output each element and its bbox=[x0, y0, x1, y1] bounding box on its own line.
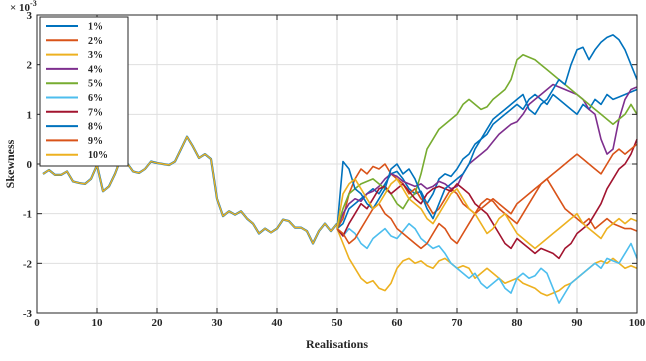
legend-label: 6% bbox=[88, 93, 103, 104]
y-tick-label: 3 bbox=[27, 10, 33, 22]
y-tick-label: 0 bbox=[27, 159, 33, 171]
y-tick-label: -1 bbox=[23, 209, 32, 221]
x-tick-label: 80 bbox=[512, 317, 524, 329]
y-axis-exponent: × 10-3 bbox=[10, 0, 37, 14]
y-tick-label: 1 bbox=[27, 109, 33, 121]
y-tick-label: 2 bbox=[27, 60, 33, 72]
series-line-9pct bbox=[336, 143, 638, 250]
legend-label: 9% bbox=[88, 136, 103, 147]
series-line-8pct bbox=[336, 34, 638, 229]
series-line-3pct bbox=[336, 228, 638, 297]
x-tick-label: 100 bbox=[629, 317, 646, 329]
x-tick-label: 10 bbox=[92, 317, 104, 329]
series-line-4pct bbox=[336, 83, 638, 229]
legend-label: 10% bbox=[88, 150, 108, 161]
series-line-6pct bbox=[336, 222, 638, 304]
legend-label: 7% bbox=[88, 107, 103, 118]
legend-label: 8% bbox=[88, 122, 103, 133]
legend-label: 1% bbox=[88, 22, 103, 33]
legend-label: 4% bbox=[88, 64, 103, 75]
series-line-10pct bbox=[336, 178, 638, 250]
x-tick-label: 70 bbox=[452, 317, 464, 329]
y-axis-title: Skewness bbox=[3, 139, 17, 188]
x-tick-label: 60 bbox=[392, 317, 404, 329]
series-lines bbox=[42, 34, 638, 304]
baseline-line bbox=[42, 135, 338, 245]
legend-label: 2% bbox=[88, 36, 103, 47]
x-tick-label: 50 bbox=[332, 317, 344, 329]
y-exponent-base: × 10 bbox=[10, 2, 31, 14]
series-line-2pct bbox=[336, 163, 638, 232]
legend-label: 5% bbox=[88, 79, 103, 90]
x-tick-label: 0 bbox=[34, 317, 40, 329]
series-line-7pct bbox=[336, 138, 638, 260]
x-tick-label: 40 bbox=[272, 317, 284, 329]
x-tick-label: 20 bbox=[152, 317, 164, 329]
axis-ticks: 0 10 20 30 40 50 60 70 80 90 100 -3 -2 -1 0 1 2 3 bbox=[23, 10, 646, 329]
series-line-5pct bbox=[336, 53, 638, 229]
legend: 1% 2% 3% 4% 5% 6% 7% 8% 9% 10% bbox=[39, 16, 129, 167]
x-tick-label: 90 bbox=[572, 317, 584, 329]
legend-label: 3% bbox=[88, 50, 103, 61]
y-tick-label: -3 bbox=[23, 308, 33, 320]
x-tick-label: 30 bbox=[212, 317, 224, 329]
y-exponent-power: -3 bbox=[30, 0, 37, 8]
x-axis-title: Realisations bbox=[306, 337, 368, 351]
y-tick-label: -2 bbox=[23, 258, 33, 270]
